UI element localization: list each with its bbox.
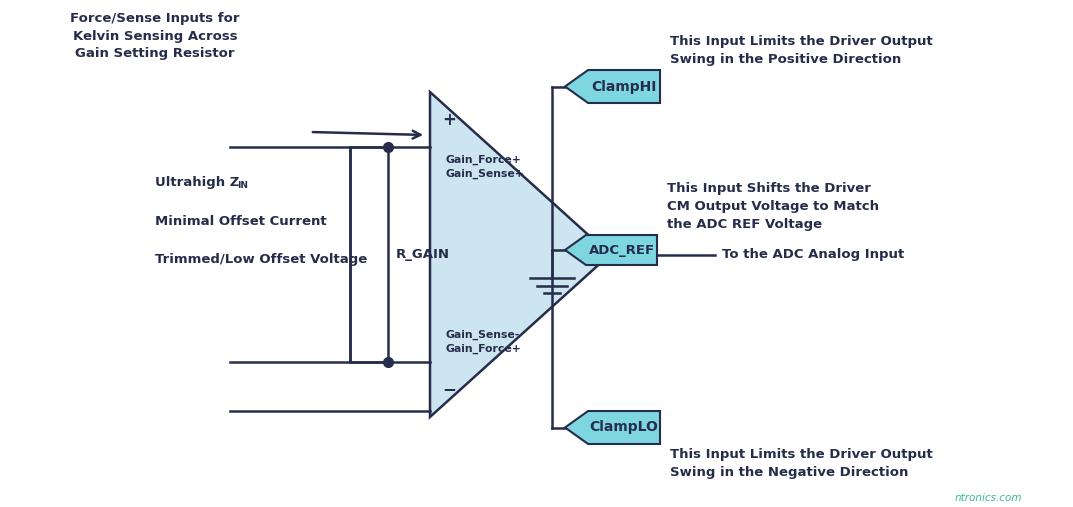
Text: Gain_Force+
Gain_Sense+: Gain_Force+ Gain_Sense+ — [445, 155, 524, 179]
Text: ClampHI: ClampHI — [591, 80, 657, 93]
Text: Minimal Offset Current: Minimal Offset Current — [155, 214, 326, 228]
Text: This Input Limits the Driver Output
Swing in the Negative Direction: This Input Limits the Driver Output Swin… — [670, 448, 932, 479]
Text: This Input Shifts the Driver
CM Output Voltage to Match
the ADC REF Voltage: This Input Shifts the Driver CM Output V… — [667, 182, 879, 231]
Text: This Input Limits the Driver Output
Swing in the Positive Direction: This Input Limits the Driver Output Swin… — [670, 35, 932, 66]
Polygon shape — [565, 70, 660, 103]
Text: ADC_REF: ADC_REF — [588, 243, 655, 257]
Text: ClampLO: ClampLO — [589, 420, 659, 434]
Text: Force/Sense Inputs for
Kelvin Sensing Across
Gain Setting Resistor: Force/Sense Inputs for Kelvin Sensing Ac… — [70, 12, 239, 60]
Bar — [350, 147, 388, 362]
Text: Gain_Sense-
Gain_Force+: Gain_Sense- Gain_Force+ — [445, 330, 520, 354]
Polygon shape — [430, 92, 609, 417]
Text: IN: IN — [237, 181, 248, 190]
Text: +: + — [442, 111, 456, 129]
Text: ntronics.com: ntronics.com — [955, 493, 1023, 503]
Text: −: − — [442, 380, 456, 398]
Text: Trimmed/Low Offset Voltage: Trimmed/Low Offset Voltage — [155, 254, 367, 267]
Text: R_GAIN: R_GAIN — [396, 248, 450, 261]
Text: Ultrahigh Z: Ultrahigh Z — [155, 175, 239, 189]
Text: To the ADC Analog Input: To the ADC Analog Input — [722, 248, 905, 261]
Polygon shape — [565, 235, 657, 265]
Polygon shape — [565, 411, 660, 444]
